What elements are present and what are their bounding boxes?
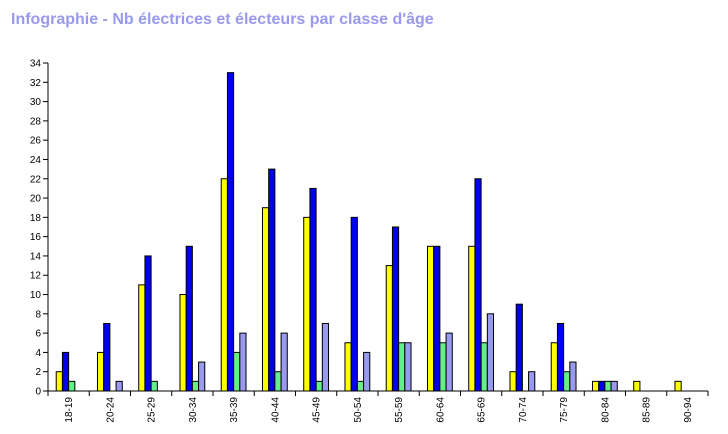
y-tick-label: 28 xyxy=(30,116,42,127)
y-tick-label: 4 xyxy=(35,348,41,359)
x-tick-label: 90-94 xyxy=(683,397,694,423)
x-tick-label: 50-54 xyxy=(353,397,364,423)
bar xyxy=(198,361,206,392)
bar xyxy=(569,361,577,392)
bar xyxy=(233,351,241,392)
x-tick-label: 18-19 xyxy=(64,397,75,423)
bar xyxy=(261,207,270,392)
bar xyxy=(480,342,488,392)
bar xyxy=(226,72,235,392)
bar xyxy=(239,332,247,392)
y-tick-label: 12 xyxy=(30,271,42,282)
bar xyxy=(179,294,187,392)
bar xyxy=(55,371,63,392)
x-tick-label: 25-29 xyxy=(147,397,158,423)
y-tick-label: 14 xyxy=(30,251,42,262)
x-tick-label: 40-44 xyxy=(270,397,281,423)
y-tick-label: 0 xyxy=(35,387,41,398)
x-tick-label: 30-34 xyxy=(188,397,199,423)
bar xyxy=(474,178,482,392)
bar xyxy=(468,245,476,392)
bar xyxy=(550,342,558,392)
bar xyxy=(103,322,111,392)
y-tick-label: 32 xyxy=(30,78,42,89)
bar xyxy=(439,342,447,392)
bar xyxy=(274,371,282,392)
bar xyxy=(356,380,365,392)
y-tick-label: 8 xyxy=(35,309,41,320)
y-tick-label: 22 xyxy=(30,174,42,185)
bar xyxy=(404,342,412,392)
bar xyxy=(315,380,323,392)
bar xyxy=(598,380,606,392)
bar xyxy=(528,371,536,392)
bar xyxy=(563,371,571,392)
y-tick-label: 34 xyxy=(30,59,42,70)
bar xyxy=(391,226,400,392)
x-tick-label: 70-74 xyxy=(518,397,529,423)
x-tick-label: 35-39 xyxy=(229,397,240,423)
bar xyxy=(191,380,200,392)
bar xyxy=(556,322,565,392)
x-tick-label: 45-49 xyxy=(312,397,323,423)
bar xyxy=(138,284,146,392)
x-tick-label: 85-89 xyxy=(642,397,653,423)
x-tick-label: 20-24 xyxy=(105,397,116,423)
bar xyxy=(604,380,612,392)
bar xyxy=(385,265,393,392)
y-tick-label: 18 xyxy=(30,213,42,224)
x-tick-label: 60-64 xyxy=(435,397,446,423)
bar xyxy=(426,245,435,392)
y-tick-label: 20 xyxy=(30,194,42,205)
bar xyxy=(268,168,276,392)
bar xyxy=(433,245,441,392)
bar xyxy=(486,313,495,392)
bar xyxy=(61,351,70,392)
x-tick-label: 65-69 xyxy=(477,397,488,423)
chart-title: Infographie - Nb électrices et électeurs… xyxy=(11,11,434,28)
bar xyxy=(115,380,123,392)
bar xyxy=(68,380,76,392)
x-tick-label: 75-79 xyxy=(559,397,570,423)
bar xyxy=(309,187,317,392)
bar xyxy=(398,342,406,392)
bar xyxy=(321,322,330,392)
bar xyxy=(220,178,228,392)
y-tick-label: 16 xyxy=(30,232,42,243)
y-tick-label: 26 xyxy=(30,136,42,147)
bar xyxy=(674,380,682,392)
y-tick-label: 6 xyxy=(35,329,41,340)
x-tick-label: 80-84 xyxy=(600,397,611,423)
bar xyxy=(509,371,517,392)
bar xyxy=(363,351,371,392)
bar xyxy=(280,332,288,392)
bar xyxy=(185,245,193,392)
bar xyxy=(150,380,158,392)
y-tick-label: 30 xyxy=(30,97,42,108)
x-tick-label: 55-59 xyxy=(394,397,405,423)
bar xyxy=(350,216,358,392)
bar xyxy=(303,216,311,392)
y-tick-label: 10 xyxy=(30,290,42,301)
y-tick-label: 2 xyxy=(35,367,41,378)
bar xyxy=(610,380,618,392)
bar xyxy=(144,255,152,392)
bar xyxy=(633,380,641,392)
bar xyxy=(96,351,105,392)
bar xyxy=(515,303,523,392)
bar xyxy=(591,380,600,392)
y-tick-label: 24 xyxy=(30,155,42,166)
bar xyxy=(445,332,453,392)
bar xyxy=(344,342,352,392)
